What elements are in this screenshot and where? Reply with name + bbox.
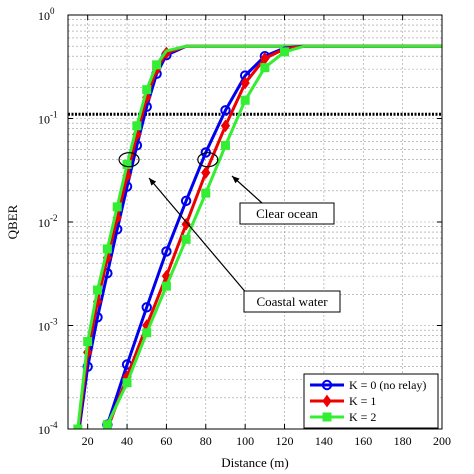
- annotation-arrowhead: [232, 176, 240, 184]
- x-tick-label: 60: [160, 434, 172, 448]
- data-point: [201, 188, 211, 198]
- x-tick-label: 160: [354, 434, 372, 448]
- y-tick-label: 10-2: [38, 213, 58, 230]
- legend-label: K = 2: [349, 410, 376, 424]
- series-coastal: [73, 44, 442, 429]
- x-tick-label: 120: [276, 434, 294, 448]
- x-tick-label: 20: [82, 434, 94, 448]
- legend-label: K = 1: [349, 394, 376, 408]
- annotation-box: [239, 202, 335, 225]
- x-tick-label: 180: [394, 434, 412, 448]
- annotation-label: Coastal water: [256, 294, 328, 309]
- data-point: [260, 63, 270, 73]
- data-point: [83, 337, 93, 347]
- x-tick-label: 80: [200, 434, 212, 448]
- series-line: [76, 44, 442, 429]
- data-point: [181, 234, 191, 244]
- legend-item: K = 1: [310, 394, 376, 408]
- data-point: [220, 105, 231, 116]
- data-point: [240, 95, 250, 105]
- data-point: [122, 378, 132, 388]
- data-point: [181, 217, 191, 231]
- data-point: [141, 302, 152, 313]
- data-point: [132, 121, 142, 131]
- annotation-box: [243, 290, 341, 313]
- series-line: [106, 44, 442, 426]
- data-point: [161, 246, 172, 257]
- data-point: [93, 285, 103, 295]
- series-line: [105, 44, 442, 426]
- y-axis-label: QBER: [5, 204, 20, 239]
- data-point: [152, 60, 162, 70]
- x-tick-label: 140: [315, 434, 333, 448]
- data-point: [102, 244, 112, 254]
- y-tick-label: 10-1: [38, 110, 58, 127]
- series-line: [105, 44, 442, 429]
- series-clear: [102, 44, 442, 429]
- data-point: [280, 47, 290, 57]
- annotation-label: Clear ocean: [256, 206, 318, 221]
- data-point: [322, 394, 332, 408]
- annotations: Clear ocean Coastal water: [118, 152, 341, 313]
- axis-ticks: 20 40 60 80 100 120 140 160 180 200 10-4 10-3 10-2 10…: [38, 6, 451, 448]
- data-point: [161, 281, 171, 291]
- data-point: [122, 159, 132, 169]
- legend-label: K = 0 (no relay): [349, 378, 426, 392]
- series-clear: [102, 44, 442, 429]
- annotation-ellipse: [197, 152, 219, 168]
- data-point: [321, 379, 333, 391]
- legend[interactable]: K = 0 (no relay) K = 1 K = 2: [303, 373, 439, 429]
- data-point: [73, 424, 83, 429]
- data-point: [220, 140, 230, 150]
- x-axis-label: Distance (m): [221, 455, 289, 470]
- y-tick-label: 100: [38, 6, 55, 23]
- data-point: [220, 119, 231, 133]
- annotation-ellipse: [118, 152, 140, 168]
- legend-item: K = 0 (no relay): [310, 378, 426, 392]
- data-point: [142, 85, 152, 95]
- data-point: [142, 328, 152, 338]
- x-tick-label: 40: [121, 434, 133, 448]
- data-point: [240, 76, 250, 90]
- x-tick-label: 100: [236, 434, 254, 448]
- legend-item: K = 2: [310, 410, 376, 424]
- data-point: [112, 202, 122, 212]
- y-tick-label: 10-4: [38, 420, 58, 437]
- data-point: [322, 412, 332, 422]
- data-point: [180, 195, 192, 207]
- data-point: [76, 427, 80, 429]
- series-layer: [73, 44, 442, 429]
- x-tick-label: 200: [433, 434, 451, 448]
- data-point: [201, 166, 211, 179]
- annotation-arrow: [148, 177, 249, 296]
- annotation-arrowhead: [149, 178, 157, 186]
- y-tick-label: 10-3: [38, 317, 58, 334]
- data-point: [102, 420, 112, 429]
